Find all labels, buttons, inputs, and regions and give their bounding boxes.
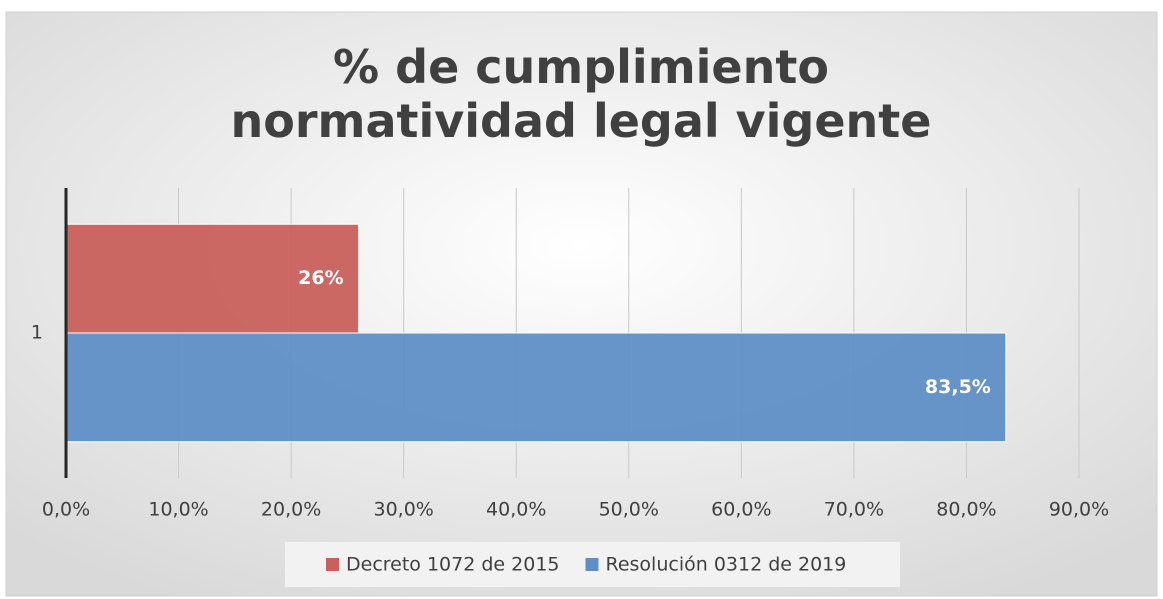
legend-swatch (326, 558, 339, 571)
chart-title: % de cumplimiento normatividad legal vig… (230, 40, 932, 148)
x-tick-label: 80,0% (936, 499, 996, 521)
x-tick-label: 30,0% (373, 499, 433, 521)
x-tick-label: 0,0% (42, 499, 90, 521)
x-tick-label: 90,0% (1049, 499, 1109, 521)
legend-swatch (585, 558, 599, 571)
x-tick-label: 20,0% (261, 499, 321, 521)
bar (65, 332, 1007, 443)
x-tick-label: 10,0% (148, 499, 208, 521)
y-tick-label: 1 (31, 322, 43, 344)
legend-label: Decreto 1072 de 2015 (346, 554, 560, 576)
x-tick-label: 40,0% (486, 499, 546, 521)
data-label: 83,5% (925, 376, 991, 398)
data-label: 26% (298, 267, 343, 289)
legend-label: Resolución 0312 de 2019 (606, 554, 847, 576)
x-tick-label: 70,0% (824, 499, 884, 521)
x-tick-label: 50,0% (599, 499, 659, 521)
x-tick-label: 60,0% (711, 499, 771, 521)
